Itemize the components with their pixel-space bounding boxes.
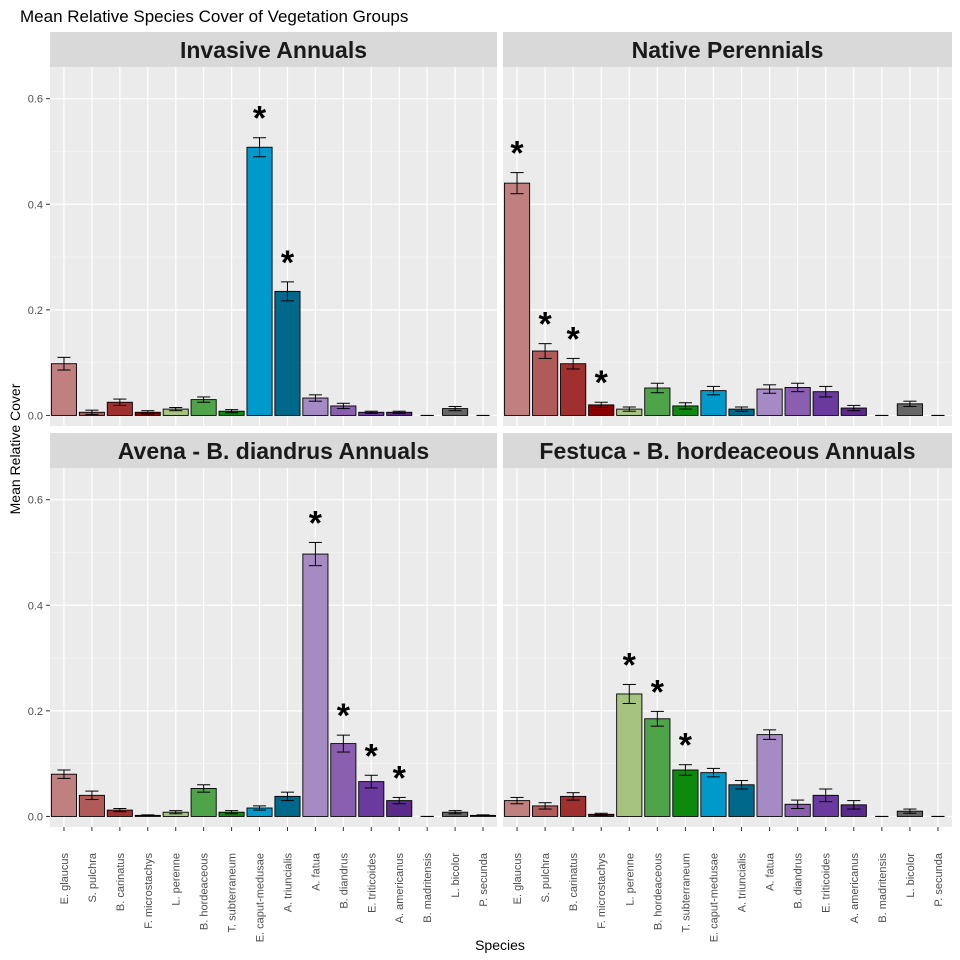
- x-tick-label: B. carinatus: [568, 853, 580, 912]
- y-tick-label: 0.0: [28, 811, 43, 823]
- y-tick-label: 0.4: [28, 600, 43, 612]
- x-tick-label: F. microstachys: [143, 853, 155, 929]
- panel-0: Invasive Annuals * *: [50, 32, 497, 426]
- bar-E. caput-medusae: [700, 772, 727, 817]
- significance-star: *: [337, 697, 351, 735]
- x-tick-label: T. subterraneum: [227, 853, 239, 932]
- bar-E. caput-medusae: [246, 146, 273, 416]
- x-tick-label: B. madritensis: [877, 853, 889, 923]
- chart-panels: Invasive Annuals**Native Perennials** **A…: [50, 32, 952, 827]
- bar-S. pulchra: [532, 350, 559, 416]
- significance-star: *: [623, 646, 637, 684]
- x-tick-label: E. glaucus: [59, 853, 71, 905]
- x-tick-label: B. madritensis: [422, 853, 434, 923]
- x-tick-label: P. secunda: [933, 852, 945, 907]
- significance-star: *: [679, 727, 693, 765]
- x-tick-label: E. caput-medusae: [255, 853, 267, 942]
- bar-E. glaucus: [50, 773, 77, 817]
- x-tick-label: S. pulchra: [87, 852, 99, 902]
- bar-E. glaucus: [503, 182, 531, 416]
- x-tick-label: A. americanus: [849, 853, 861, 924]
- bar-A. triuncialis: [274, 290, 301, 416]
- bar-B. diandrus: [330, 743, 357, 817]
- significance-star: *: [309, 504, 323, 542]
- y-tick-label: 0.2: [28, 305, 43, 317]
- chart-title: Mean Relative Species Cover of Vegetatio…: [20, 7, 408, 26]
- panel-2: Avena - B. diandrus Annuals * * * *: [50, 433, 497, 827]
- x-tick-label: B. carinatus: [115, 853, 127, 912]
- x-tick-label: A. americanus: [394, 853, 406, 924]
- x-tick-label: F. microstachys: [596, 853, 608, 929]
- panel-title: Festuca - B. hordeaceous Annuals: [539, 438, 915, 464]
- bar-A. fatua: [302, 553, 329, 817]
- x-tick-label: E. glaucus: [512, 853, 524, 905]
- x-tick-label: P. secunda: [478, 852, 490, 907]
- significance-star: *: [595, 364, 609, 402]
- bar-T. subterraneum: [672, 769, 699, 817]
- x-tick-label: A. triuncialis: [737, 853, 749, 913]
- panel-strip: [50, 32, 497, 67]
- x-tick-label: B. hordeaceous: [199, 853, 211, 931]
- bar-E. glaucus: [50, 363, 77, 416]
- x-tick-label: L. perenne: [624, 853, 636, 906]
- x-tick-label: E. triticoides: [821, 853, 833, 913]
- significance-star: *: [281, 244, 295, 282]
- x-tick-label: A. fatua: [310, 852, 322, 891]
- panel-title: Native Perennials: [632, 37, 824, 63]
- panel-title: Invasive Annuals: [180, 37, 367, 63]
- x-tick-label: A. triuncialis: [282, 853, 294, 913]
- panel-background: [50, 468, 497, 827]
- significance-star: *: [510, 135, 524, 173]
- panel-strip: [503, 433, 952, 468]
- y-tick-label: 0.4: [28, 199, 43, 211]
- x-tick-label: T. subterraneum: [680, 853, 692, 932]
- panel-strip: [50, 433, 497, 468]
- x-tick-label: B. hordeaceous: [652, 853, 664, 931]
- x-tick-label: L. perenne: [171, 853, 183, 906]
- y-tick-label: 0.6: [28, 495, 43, 507]
- bar-B. hordeaceous: [644, 718, 671, 817]
- significance-star: *: [567, 320, 581, 358]
- panel-3: Festuca - B. hordeaceous Annuals * * *: [503, 433, 952, 827]
- panel-1: Native Perennials * * * *: [503, 32, 952, 426]
- significance-star: *: [393, 759, 407, 797]
- bar-A. triuncialis: [728, 784, 755, 817]
- bar-L. perenne: [616, 693, 643, 817]
- y-tick-label: 0.2: [28, 706, 43, 718]
- x-tick-label: A. fatua: [765, 852, 777, 891]
- significance-star: *: [365, 737, 379, 775]
- bar-A. fatua: [756, 734, 783, 817]
- x-tick-label: L. bicolor: [450, 853, 462, 898]
- x-tick-label: B. diandrus: [793, 853, 805, 909]
- x-axis-title: Species: [475, 937, 525, 953]
- panel-background: [50, 67, 497, 426]
- panel-background: [503, 468, 952, 827]
- x-axis: E. glaucus S. pulchra B. carinatus F. micro…: [59, 827, 945, 942]
- significance-star: *: [253, 100, 267, 138]
- x-tick-label: L. bicolor: [905, 853, 917, 898]
- panel-strip: [503, 32, 952, 67]
- x-tick-label: E. triticoides: [366, 853, 378, 913]
- y-axes: 0.0 0.2 0.4 0.6 0.0 0.2 0.4 0.6: [28, 94, 50, 823]
- y-tick-label: 0.6: [28, 94, 43, 106]
- bar-B. carinatus: [560, 363, 587, 416]
- bar-B. hordeaceous: [644, 387, 671, 416]
- significance-star: *: [538, 306, 552, 344]
- bar-B. hordeaceous: [190, 788, 217, 817]
- x-tick-label: E. caput-medusae: [708, 853, 720, 942]
- y-axis-title: Mean Relative Cover: [7, 383, 23, 514]
- y-tick-label: 0.0: [28, 410, 43, 422]
- panel-title: Avena - B. diandrus Annuals: [118, 438, 429, 464]
- x-tick-label: S. pulchra: [540, 852, 552, 902]
- significance-star: *: [651, 673, 665, 711]
- x-tick-label: B. diandrus: [338, 853, 350, 909]
